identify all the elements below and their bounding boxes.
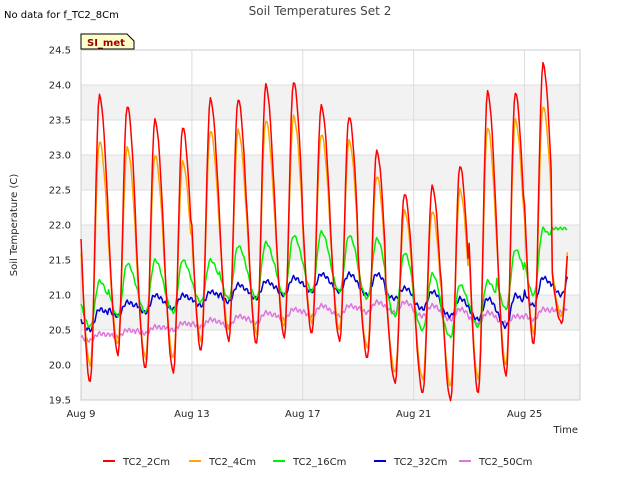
plot-frame	[80, 49, 581, 401]
legend-label-TC2_50Cm: TC2_50Cm	[478, 457, 532, 468]
x-tick-label: Aug 17	[285, 409, 320, 420]
y-tick-label: 24.5	[49, 46, 71, 57]
x-tick-label: Aug 25	[507, 409, 542, 420]
chart-title: Soil Temperatures Set 2	[249, 4, 392, 18]
series-layer	[80, 61, 569, 402]
series-line-TC2_32Cm	[80, 271, 569, 333]
legend-label-TC2_16Cm: TC2_16Cm	[292, 457, 346, 468]
y-tick-label: 20.5	[49, 326, 71, 337]
y-tick-label: 23.0	[49, 151, 71, 162]
y-axis-ticks: 19.5 20.0 20.5 21.0 21.5 22.0 22.5 23.0 23.5 24.0…	[49, 46, 71, 407]
background-band	[81, 155, 580, 190]
legend-label-TC2_32Cm: TC2_32Cm	[393, 457, 447, 468]
y-tick-label: 22.0	[49, 221, 71, 232]
y-tick-label: 21.5	[49, 256, 71, 267]
background-band	[81, 295, 580, 330]
x-tick-label: Aug 21	[396, 409, 431, 420]
no-data-note: No data for f_TC2_8Cm	[4, 10, 119, 21]
x-tick-label: Aug 9	[66, 409, 95, 420]
y-tick-label: 21.0	[49, 291, 71, 302]
legend: TC2_2Cm TC2_4Cm TC2_16Cm TC2_32Cm TC2_50Cm	[103, 457, 532, 468]
legend-label-TC2_2Cm: TC2_2Cm	[122, 457, 170, 468]
x-axis-label: Time	[553, 425, 578, 436]
legend-label-TC2_4Cm: TC2_4Cm	[208, 457, 256, 468]
y-tick-label: 24.0	[49, 81, 71, 92]
y-axis-label: Soil Temperature (C)	[9, 174, 20, 277]
badge-shape	[80, 33, 135, 50]
series-line-TC2_2Cm	[80, 61, 569, 402]
si-met-badge: SI_met	[80, 33, 135, 50]
x-axis-ticks: Aug 9 Aug 13 Aug 17 Aug 21 Aug 25	[66, 409, 542, 420]
series-line-TC2_16Cm	[80, 226, 568, 339]
badge-label: SI_met	[87, 38, 125, 49]
y-tick-label: 20.0	[49, 361, 71, 372]
series-line-TC2_50Cm	[80, 299, 568, 343]
x-tick-label: Aug 13	[174, 409, 209, 420]
y-tick-label: 22.5	[49, 186, 71, 197]
background-band	[81, 85, 580, 120]
background-band	[81, 365, 580, 400]
series-line-TC2_4Cm	[80, 106, 569, 387]
y-tick-label: 19.5	[49, 396, 71, 407]
y-tick-label: 23.5	[49, 116, 71, 127]
